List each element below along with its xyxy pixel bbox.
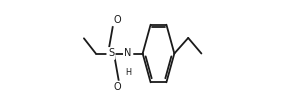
Text: O: O — [113, 15, 121, 25]
Text: N: N — [124, 48, 132, 59]
Text: O: O — [113, 82, 121, 92]
Text: S: S — [108, 48, 114, 59]
Text: H: H — [125, 68, 131, 77]
